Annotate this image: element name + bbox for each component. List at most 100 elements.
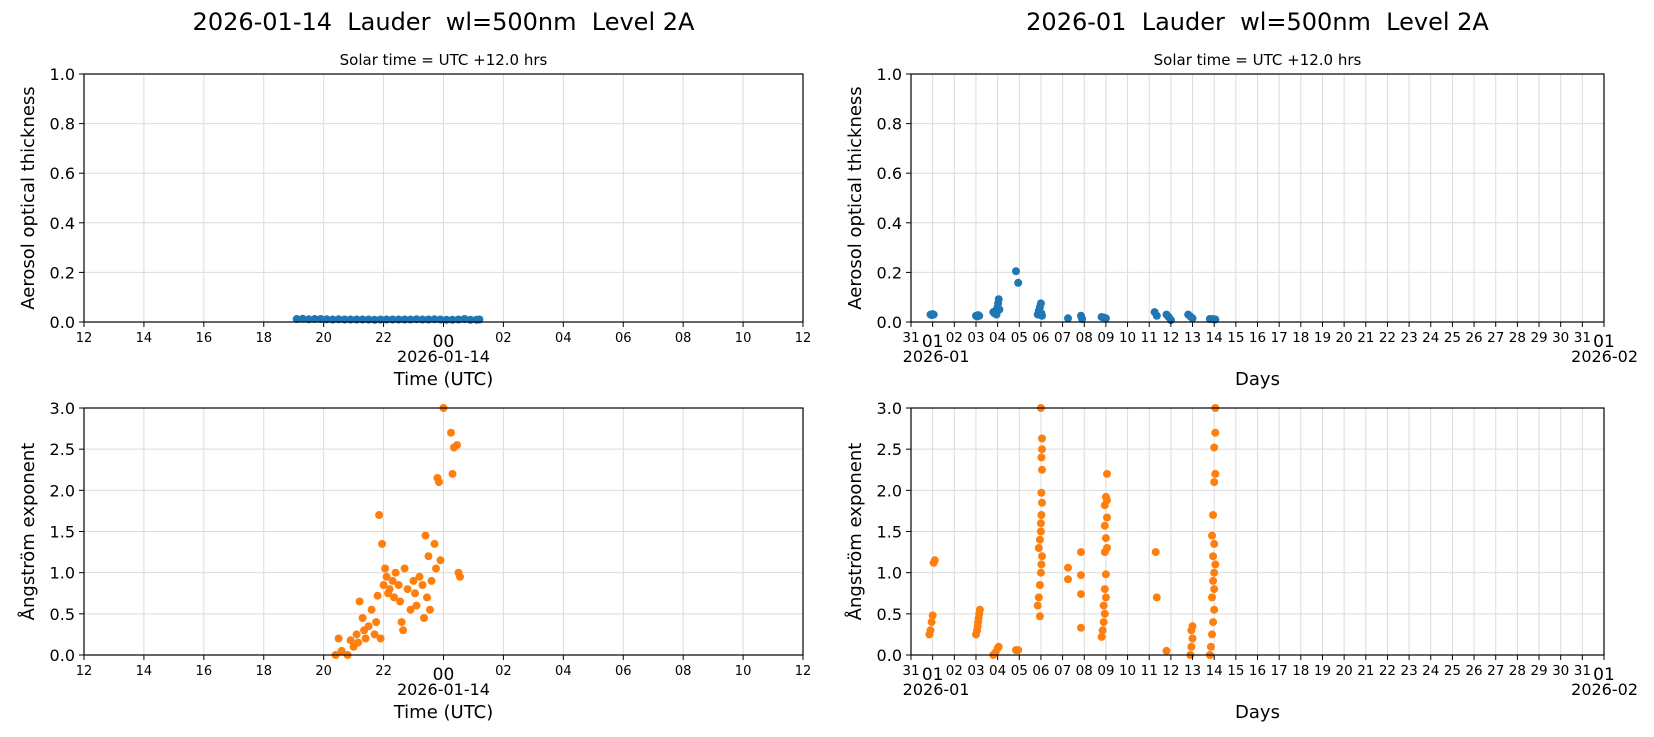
x-tick-label: 11	[1141, 330, 1158, 346]
x-tick-label: 09	[1097, 663, 1114, 679]
data-point	[448, 469, 457, 478]
data-point	[1077, 623, 1085, 632]
x-tick-label: 20	[1336, 663, 1353, 679]
x-tick-label: 04	[989, 663, 1006, 679]
x-tick-label: 27	[1487, 330, 1504, 346]
x-tick-label: 23	[1401, 663, 1418, 679]
data-point	[1077, 571, 1085, 580]
data-point	[361, 634, 370, 643]
data-point	[426, 605, 434, 614]
x-date-label: 2026-01-14	[397, 347, 490, 366]
y-tick-label: 1.0	[50, 564, 75, 583]
data-point	[1036, 527, 1045, 536]
x-tick-label: 01	[922, 332, 944, 352]
data-point	[391, 568, 400, 577]
x-tick-label: 12	[1162, 663, 1179, 679]
y-tick-label: 1.5	[50, 523, 75, 542]
x-tick-label: 04	[555, 664, 572, 679]
data-point	[346, 636, 355, 645]
data-point	[382, 572, 391, 581]
data-point	[1012, 267, 1020, 276]
data-point	[352, 630, 361, 639]
data-point	[420, 614, 428, 622]
data-point	[1037, 453, 1046, 462]
x-tick-label: 13	[1184, 663, 1201, 679]
data-point	[1100, 521, 1109, 530]
data-point	[1038, 445, 1046, 454]
data-point	[411, 589, 419, 598]
data-point	[1101, 492, 1110, 501]
x-tick-label: 03	[967, 663, 984, 679]
x-tick-label: 30	[1552, 330, 1569, 346]
data-point	[928, 611, 937, 620]
data-point	[995, 305, 1004, 314]
y-tick-label: 0.0	[50, 313, 75, 332]
x-tick-label: 22	[375, 664, 392, 679]
x-tick-label: 28	[1509, 330, 1526, 346]
x-tick-label: 14	[136, 331, 153, 346]
data-point	[1036, 568, 1045, 577]
data-point	[994, 295, 1003, 304]
data-point	[334, 315, 343, 324]
x-date-start-label: 2026-01	[903, 680, 970, 699]
data-point	[1014, 646, 1023, 655]
data-point	[370, 630, 379, 639]
data-point	[1038, 311, 1046, 320]
data-point	[1188, 634, 1197, 643]
data-point	[304, 315, 313, 324]
x-date-end-label: 2026-02	[1571, 680, 1638, 699]
x-tick-label: 17	[1271, 330, 1288, 346]
data-point	[409, 576, 418, 585]
data-point	[456, 572, 464, 581]
x-tick-label: 04	[555, 331, 572, 346]
x-tick-label: 25	[1444, 663, 1461, 679]
x-tick-label: 06	[615, 664, 632, 679]
data-point	[1038, 552, 1046, 561]
data-point	[1209, 618, 1218, 627]
x-tick-label: 06	[1032, 663, 1049, 679]
data-point	[381, 564, 390, 573]
data-point	[1210, 443, 1219, 452]
x-tick-label: 12	[795, 664, 812, 679]
x-tick-label: 13	[1184, 330, 1201, 346]
data-point	[310, 315, 319, 323]
data-point	[1101, 534, 1110, 543]
x-tick-label: 02	[495, 331, 512, 346]
y-tick-label: 0.2	[50, 263, 75, 282]
data-point	[1033, 601, 1042, 610]
data-point	[1208, 531, 1216, 540]
y-tick-label: 0.5	[877, 605, 902, 624]
y-tick-label: 0.0	[877, 313, 902, 332]
data-point	[1036, 299, 1045, 308]
x-tick-label: 18	[255, 331, 272, 346]
data-point	[1101, 570, 1110, 579]
x-tick-label: 10	[735, 664, 752, 679]
x-axis-label: Days	[1235, 369, 1280, 390]
x-tick-label: 29	[1530, 330, 1547, 346]
y-tick-label: 0.0	[877, 646, 902, 665]
data-point	[1210, 605, 1219, 614]
data-point	[1037, 511, 1046, 519]
x-tick-label: 25	[1444, 330, 1461, 346]
x-tick-label: 24	[1422, 663, 1439, 679]
data-point	[375, 511, 384, 519]
data-point	[1064, 575, 1072, 584]
y-tick-label: 0.6	[877, 164, 902, 183]
aod-daily-plot: 0.0 0.2 0.4 0.6 0.8 1.0 12 14 16 18 20 22 00 02 04 06 08…	[18, 65, 811, 390]
data-point	[399, 626, 408, 635]
x-tick-label: 15	[1227, 663, 1244, 679]
y-tick-label: 1.0	[877, 564, 902, 583]
data-point	[376, 634, 385, 643]
data-point	[388, 576, 397, 585]
x-tick-label: 10	[1119, 663, 1136, 679]
x-tick-label: 01	[1593, 665, 1615, 685]
data-point	[432, 564, 440, 573]
data-point	[1097, 632, 1106, 641]
data-point	[1209, 576, 1218, 585]
x-tick-label: 26	[1465, 330, 1482, 346]
x-tick-label: 08	[1076, 330, 1093, 346]
data-point	[427, 576, 436, 585]
y-tick-label: 0.6	[50, 164, 75, 183]
y-tick-label: 2.5	[877, 440, 902, 459]
y-tick-label: 2.0	[50, 481, 75, 500]
